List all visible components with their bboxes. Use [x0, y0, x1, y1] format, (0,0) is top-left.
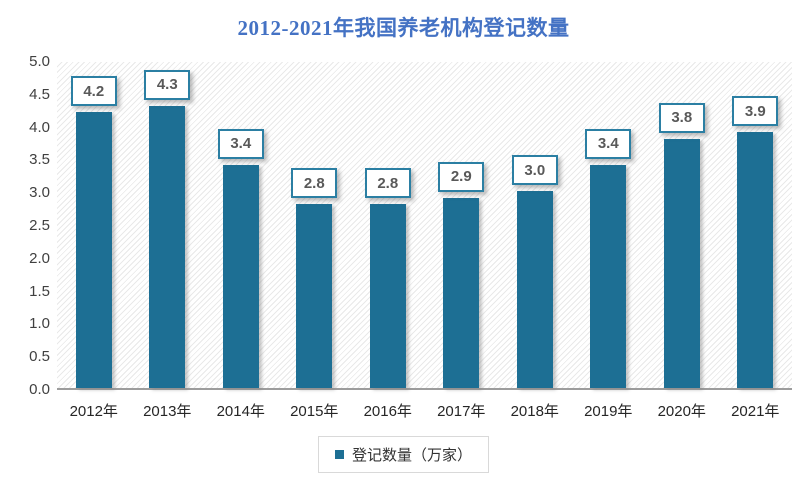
- y-tick-label: 4.5: [29, 85, 50, 103]
- y-tick-label: 0.0: [29, 381, 50, 398]
- y-tick-label: 2.5: [29, 217, 50, 234]
- x-tick-label: 2020年: [657, 403, 706, 420]
- x-tick-label: 2017年: [437, 403, 486, 420]
- y-tick-label: 5.0: [29, 53, 50, 70]
- legend-marker-icon: [334, 450, 344, 459]
- bar: [663, 138, 700, 388]
- x-tick-label: 2019年: [584, 403, 633, 420]
- bar-value-label: 2.8: [364, 168, 411, 199]
- bar-value-label: 4.2: [70, 76, 117, 107]
- legend-box: 登记数量（万家）: [317, 436, 489, 473]
- bar: [590, 164, 627, 388]
- bar-value-label: 3.8: [658, 102, 705, 133]
- bar-value-label: 3.9: [732, 96, 779, 127]
- bar: [296, 204, 333, 388]
- bar-value-label: 4.3: [144, 69, 191, 100]
- x-tick-label: 2016年: [363, 403, 412, 420]
- bar-value-label: 3.0: [511, 155, 558, 186]
- x-tick-label: 2018年: [510, 403, 559, 420]
- bar: [149, 105, 186, 388]
- bar-value-label: 2.9: [438, 161, 485, 192]
- x-tick-label: 2021年: [731, 403, 780, 420]
- bar: [222, 164, 259, 388]
- bar: [443, 197, 480, 388]
- legend-label: 登记数量（万家）: [351, 447, 472, 464]
- x-tick-label: 2013年: [143, 403, 192, 420]
- y-tick-label: 1.5: [29, 282, 50, 300]
- x-tick-label: 2014年: [216, 403, 265, 420]
- x-tick-label: 2015年: [290, 403, 339, 420]
- bar: [737, 132, 774, 388]
- chart-title: 2012-2021年我国养老机构登记数量: [237, 16, 570, 40]
- bar-value-label: 3.4: [585, 128, 632, 159]
- x-tick-label: 2012年: [69, 403, 118, 420]
- y-tick-label: 3.0: [29, 184, 50, 202]
- plot-area: 4.2 4.3 3.4 2.8 2.8 2.9 3.0 3.4 3.8 3.9: [57, 62, 792, 390]
- y-tick-label: 0.5: [29, 348, 50, 366]
- bar: [369, 204, 406, 388]
- bar: [75, 112, 112, 388]
- y-tick-label: 2.0: [29, 249, 50, 267]
- bar-value-label: 3.4: [217, 128, 264, 159]
- y-tick-label: 3.5: [29, 151, 50, 169]
- legend: 登记数量（万家）: [0, 436, 807, 473]
- y-tick-label: 1.0: [29, 315, 50, 333]
- bar: [516, 191, 553, 388]
- bar-value-label: 2.8: [291, 168, 338, 199]
- y-tick-label: 4.0: [29, 118, 50, 136]
